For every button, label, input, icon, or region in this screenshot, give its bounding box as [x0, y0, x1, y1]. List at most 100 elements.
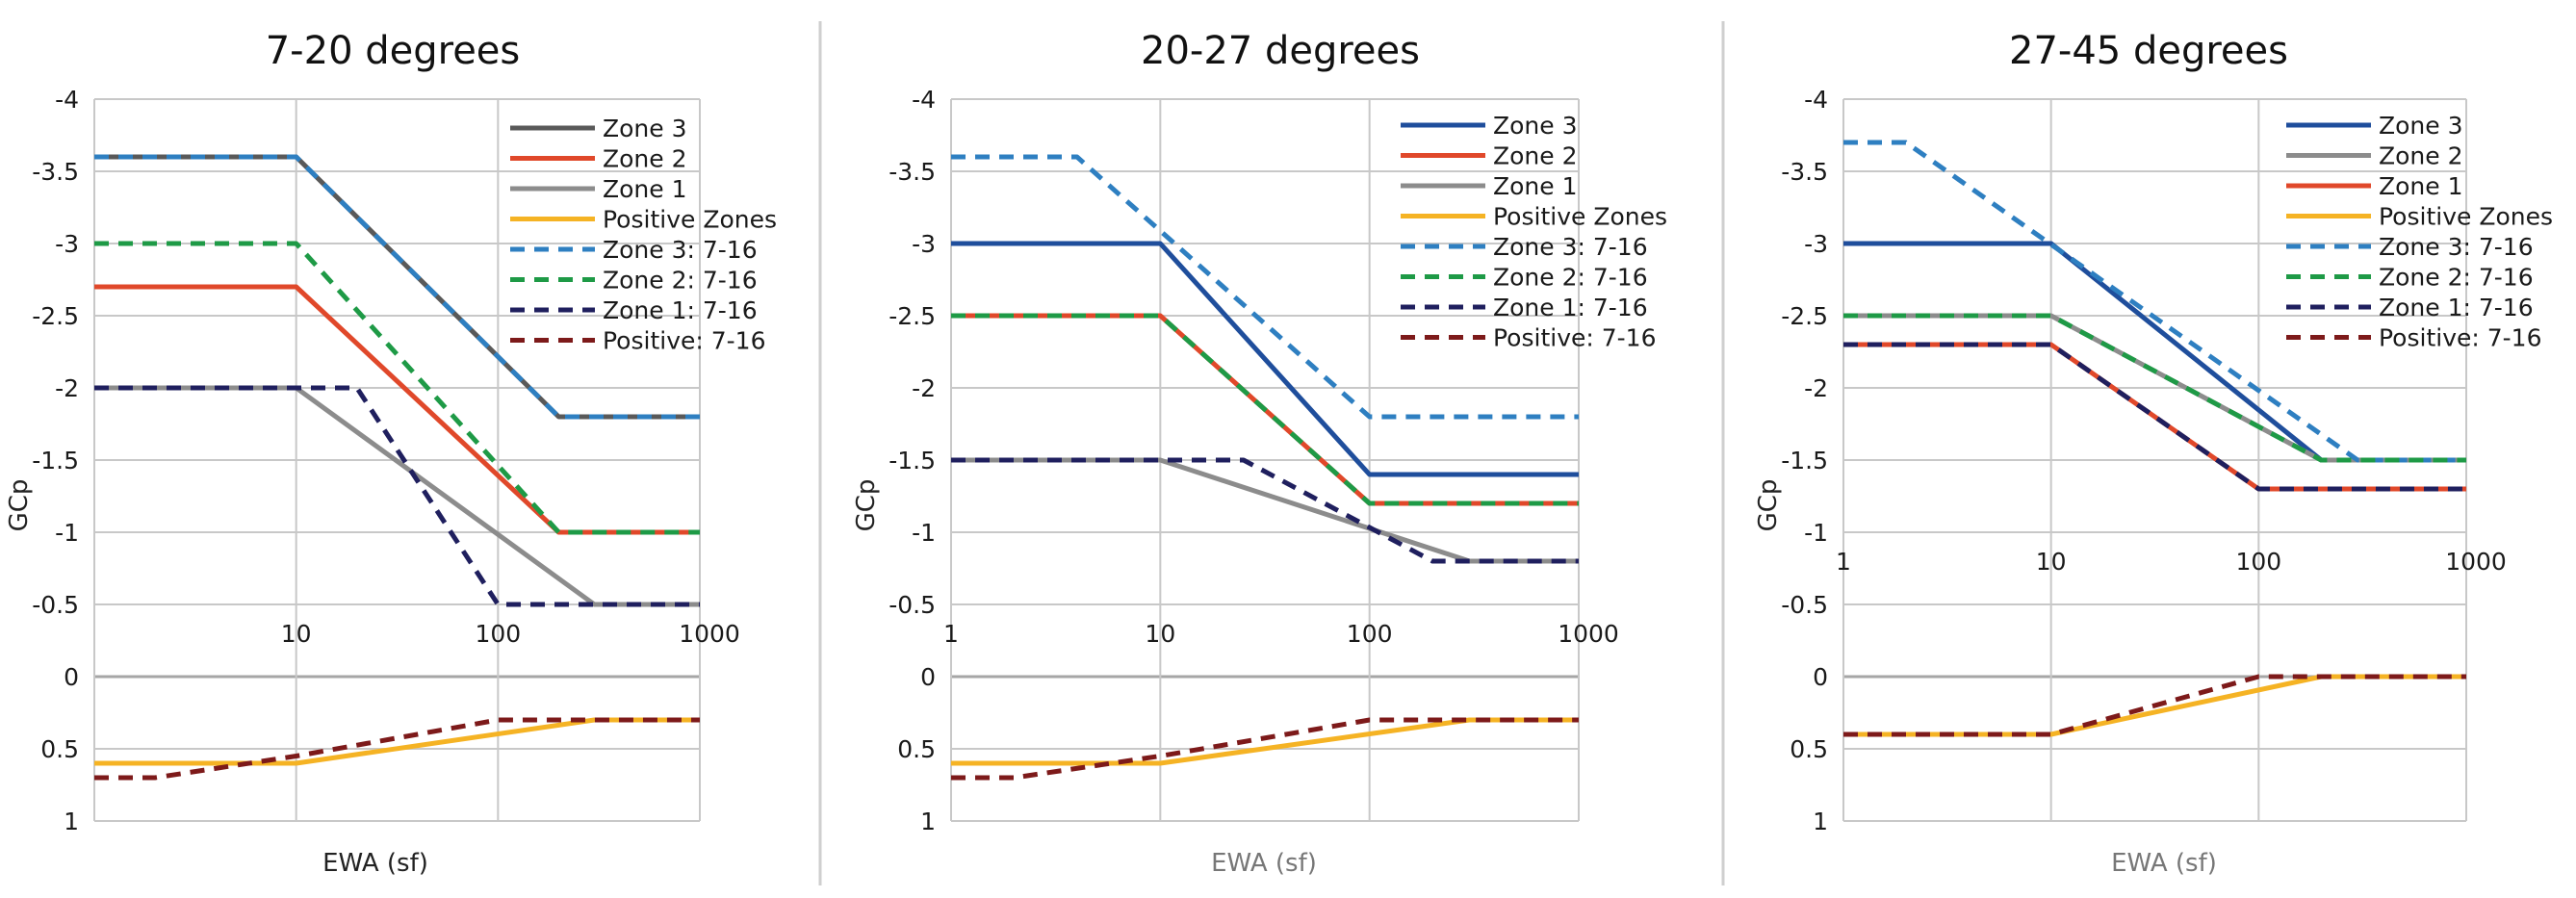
y-tick-label: -3 — [1804, 230, 1828, 258]
legend-label: Zone 3: 7-16 — [1493, 233, 1648, 261]
legend-item: Zone 3: 7-16 — [2286, 233, 2534, 261]
legend-label: Positive Zones — [1493, 203, 1667, 231]
legend-label: Positive: 7-16 — [603, 327, 765, 355]
y-tick-label: -2 — [912, 374, 936, 402]
y-axis-label: GCp — [852, 479, 881, 532]
y-tick-label: -4 — [912, 86, 936, 114]
y-tick-label: -2.5 — [1781, 302, 1828, 330]
series-line-zone-1-7-16 — [1843, 342, 2466, 492]
y-axis-label: GCp — [5, 479, 34, 532]
y-tick-labels: -4 -3.5 -3 -2.5 -2 -1.5 -1 -0.5 0 0.5 1 — [889, 86, 936, 835]
y-tick-label: -3 — [912, 230, 936, 258]
y-tick-labels: -4 -3.5 -3 -2.5 -2 -1.5 -1 -0.5 0 0.5 1 — [32, 86, 79, 835]
y-tick-label: -4 — [55, 86, 79, 114]
legend-item: Zone 2 — [510, 145, 687, 173]
series-line-positive-7-16 — [1843, 674, 2466, 737]
legend-item: Zone 1: 7-16 — [1401, 294, 1648, 321]
gridlines — [93, 98, 701, 822]
x-tick-label: 10 — [281, 620, 312, 648]
y-tick-label: -1 — [55, 519, 79, 547]
series-line-zone-3-7-16 — [951, 154, 1579, 420]
y-tick-label: 0.5 — [1790, 735, 1828, 763]
legend-label: Positive: 7-16 — [1493, 324, 1656, 352]
legend-item: Zone 3: 7-16 — [510, 236, 758, 264]
y-axis-label: GCp — [1754, 479, 1783, 532]
x-tick-labels: 1 10 100 1000 — [943, 620, 1619, 648]
legend-item: Zone 2: 7-16 — [510, 267, 758, 295]
series-line-positive-zones — [951, 717, 1579, 766]
series-line-zone-2-7-16 — [94, 241, 700, 535]
legend-item: Zone 3 — [510, 115, 687, 142]
y-tick-labels: -4 -3.5 -3 -2.5 -2 -1.5 -1 -0.5 0 0.5 1 — [1781, 86, 1828, 835]
chart-title: 20-27 degrees — [1141, 29, 1420, 73]
legend-item: Positive: 7-16 — [510, 327, 765, 355]
gridlines — [950, 98, 1580, 822]
legend-label: Positive: 7-16 — [2379, 324, 2541, 352]
legend-item: Zone 3 — [1401, 112, 1578, 140]
x-tick-label: 100 — [2235, 548, 2281, 576]
legend-item: Zone 1 — [510, 175, 687, 203]
legend-label: Zone 3 — [2379, 112, 2463, 140]
y-tick-label: -3.5 — [1781, 158, 1828, 186]
chart-panel-1: 7-20 degrees EWA (sf) GCp -4 -3.5 -3 -2.5 -2… — [5, 29, 777, 878]
y-tick-label: 0 — [1813, 663, 1828, 691]
legend-label: Zone 1: 7-16 — [603, 296, 758, 324]
y-tick-label: -3.5 — [889, 158, 936, 186]
y-tick-label: -3 — [55, 230, 79, 258]
x-tick-label: 1000 — [679, 620, 740, 648]
x-tick-label: 10 — [1145, 620, 1175, 648]
series-line-zone-2-7-16 — [1843, 313, 2466, 463]
x-tick-label: 100 — [475, 620, 521, 648]
legend-item: Zone 2: 7-16 — [1401, 264, 1648, 292]
y-tick-label: -4 — [1804, 86, 1828, 114]
x-tick-labels: 1 10 100 1000 — [1836, 548, 2507, 576]
y-tick-label: -2 — [1804, 374, 1828, 402]
legend-item: Positive: 7-16 — [2286, 324, 2541, 352]
x-tick-label: 1 — [1836, 548, 1851, 576]
y-tick-label: 0 — [920, 663, 936, 691]
series-line-zone-1 — [1843, 342, 2466, 492]
series-group — [1843, 140, 2466, 737]
legend-label: Zone 3: 7-16 — [2379, 233, 2534, 261]
chart-title: 7-20 degrees — [266, 29, 521, 73]
series-group — [951, 154, 1579, 781]
x-tick-label: 10 — [2036, 548, 2067, 576]
legend-label: Zone 2 — [1493, 142, 1578, 170]
y-tick-label: -2 — [55, 374, 79, 402]
y-tick-label: -3.5 — [32, 158, 79, 186]
chart-panel-3: 27-45 degrees EWA (sf) GCp -4-3.5-3-2.5-… — [1754, 29, 2553, 878]
x-tick-label: 1000 — [1558, 620, 1619, 648]
series-line-zone-1-7-16 — [94, 385, 700, 607]
x-tick-label: 100 — [1347, 620, 1393, 648]
legend-item: Zone 3: 7-16 — [1401, 233, 1648, 261]
series-line-zone-3 — [1843, 241, 2466, 463]
legend-item: Positive Zones — [510, 206, 777, 234]
legend-item: Zone 2: 7-16 — [2286, 264, 2534, 292]
y-tick-label: -2.5 — [889, 302, 936, 330]
series-line-zone-3-7-16 — [94, 154, 700, 420]
x-axis-label: EWA (sf) — [322, 849, 428, 878]
y-tick-label: -1 — [912, 519, 936, 547]
legend-item: Zone 2 — [2286, 142, 2463, 170]
series-line-positive-7-16 — [951, 717, 1579, 781]
legend-label: Zone 2: 7-16 — [2379, 264, 2534, 292]
y-tick-label: -1 — [1804, 519, 1828, 547]
y-tick-label: -0.5 — [32, 591, 79, 619]
legend-item: Zone 1: 7-16 — [2286, 294, 2534, 321]
x-tick-label: 1000 — [2445, 548, 2507, 576]
chart-panel-2: 20-27 degrees EWA (sf) GCp -4 -3.5 -3 -2.5 -… — [852, 29, 1667, 878]
series-line-zone-3 — [951, 241, 1579, 477]
legend-item: Zone 3 — [2286, 112, 2463, 140]
y-tick-label: 0.5 — [40, 735, 79, 763]
legend-item: Positive Zones — [2286, 203, 2553, 231]
x-axis-label: EWA (sf) — [1211, 849, 1317, 878]
legend-label: Zone 2 — [603, 145, 687, 173]
legend-label: Zone 3: 7-16 — [603, 236, 758, 264]
legend-item: Positive Zones — [1401, 203, 1667, 231]
x-tick-label: 1 — [943, 620, 959, 648]
legend-label: Positive Zones — [2379, 203, 2553, 231]
series-line-zone-1-7-16 — [951, 457, 1579, 564]
legend-item: Zone 1: 7-16 — [510, 296, 758, 324]
